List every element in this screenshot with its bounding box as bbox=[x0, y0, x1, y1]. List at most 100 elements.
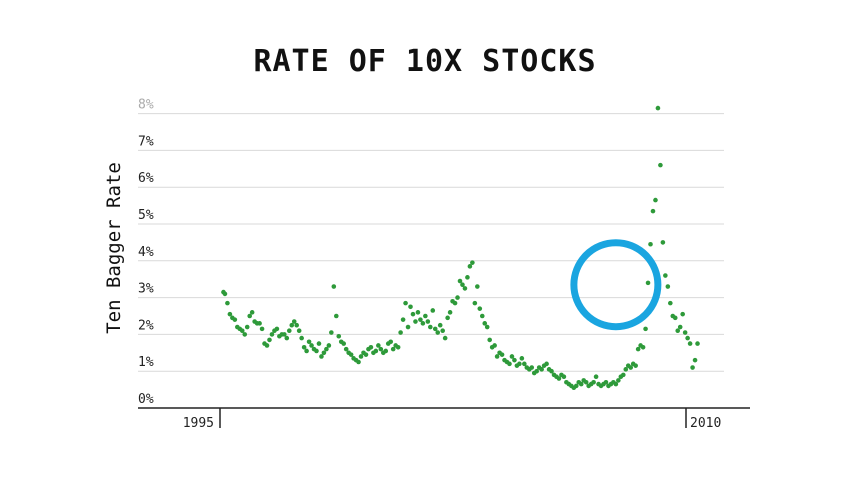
data-point bbox=[398, 330, 403, 335]
y-tick-label: 7% bbox=[138, 134, 154, 149]
data-point bbox=[289, 322, 295, 328]
data-point bbox=[623, 367, 629, 372]
data-point bbox=[331, 284, 337, 289]
data-point bbox=[383, 348, 389, 354]
data-point bbox=[296, 328, 302, 334]
data-point bbox=[492, 343, 497, 348]
data-point bbox=[430, 308, 436, 313]
data-point bbox=[573, 383, 579, 389]
data-point bbox=[653, 197, 658, 203]
data-point bbox=[316, 341, 322, 346]
data-point bbox=[534, 368, 540, 374]
data-point bbox=[645, 280, 651, 286]
data-point bbox=[267, 337, 272, 343]
data-point bbox=[462, 286, 468, 291]
data-point bbox=[432, 326, 438, 332]
data-point bbox=[675, 328, 681, 334]
y-tick-label: 0% bbox=[138, 392, 154, 407]
y-tick-label: 6% bbox=[138, 171, 154, 186]
x-tick-label: 2010 bbox=[690, 416, 721, 431]
data-point bbox=[650, 208, 656, 214]
data-point bbox=[319, 354, 324, 359]
data-point bbox=[437, 322, 443, 328]
data-point bbox=[467, 264, 473, 269]
data-point bbox=[435, 330, 441, 335]
data-point bbox=[395, 344, 401, 350]
x-tick-label: 1995 bbox=[183, 416, 214, 431]
data-point bbox=[465, 275, 470, 280]
data-point bbox=[633, 363, 638, 368]
data-point bbox=[517, 361, 522, 367]
data-point bbox=[306, 339, 312, 345]
data-point bbox=[640, 344, 646, 350]
data-point bbox=[299, 335, 304, 341]
data-point bbox=[447, 310, 453, 315]
data-point bbox=[259, 326, 265, 332]
data-point bbox=[282, 332, 287, 337]
data-point bbox=[326, 343, 332, 348]
data-point bbox=[425, 319, 431, 324]
data-point bbox=[442, 335, 448, 341]
data-point bbox=[418, 317, 423, 322]
data-point bbox=[583, 379, 589, 385]
data-point bbox=[400, 317, 406, 322]
data-point bbox=[687, 341, 693, 346]
data-point bbox=[428, 324, 433, 330]
data-point bbox=[487, 337, 492, 343]
data-point bbox=[225, 300, 230, 306]
data-point bbox=[324, 346, 329, 352]
data-point bbox=[378, 346, 384, 352]
data-point bbox=[529, 365, 535, 370]
data-point bbox=[509, 354, 515, 359]
data-point bbox=[445, 315, 450, 321]
data-point bbox=[420, 321, 426, 326]
data-point bbox=[388, 339, 394, 345]
data-point bbox=[479, 313, 485, 319]
data-point bbox=[413, 319, 418, 324]
data-point bbox=[423, 313, 428, 319]
data-point bbox=[405, 324, 411, 330]
data-point bbox=[494, 354, 500, 359]
data-point bbox=[685, 335, 690, 341]
data-point bbox=[522, 361, 527, 367]
data-point bbox=[519, 356, 525, 361]
data-point bbox=[578, 381, 584, 387]
data-point bbox=[242, 332, 248, 337]
data-point bbox=[658, 162, 663, 168]
data-point bbox=[539, 367, 544, 372]
y-tick-label: 5% bbox=[138, 208, 154, 223]
data-point bbox=[309, 343, 314, 348]
y-tick-label: 4% bbox=[138, 245, 154, 260]
data-point bbox=[343, 346, 349, 352]
data-point bbox=[274, 326, 280, 332]
data-point bbox=[348, 352, 354, 357]
data-point bbox=[663, 273, 668, 278]
data-point bbox=[247, 313, 252, 319]
data-point bbox=[482, 321, 488, 326]
data-point bbox=[239, 328, 245, 334]
data-point bbox=[415, 310, 421, 315]
data-point bbox=[544, 361, 549, 367]
data-point bbox=[291, 319, 297, 324]
data-point bbox=[301, 344, 307, 350]
data-point bbox=[257, 321, 262, 326]
data-point bbox=[227, 311, 233, 317]
y-tick-label: 3% bbox=[138, 282, 154, 297]
data-point bbox=[336, 333, 342, 339]
data-point bbox=[549, 368, 554, 374]
data-point bbox=[620, 372, 626, 378]
data-point bbox=[368, 344, 374, 350]
data-point bbox=[222, 291, 228, 297]
data-point bbox=[484, 324, 490, 330]
data-point bbox=[680, 311, 685, 317]
data-point bbox=[695, 341, 700, 346]
data-point bbox=[269, 332, 275, 337]
data-point bbox=[304, 348, 309, 354]
data-point bbox=[672, 315, 678, 321]
chart-title: RATE OF 10X STOCKS bbox=[253, 44, 597, 79]
data-point bbox=[321, 350, 327, 356]
highlight-circle bbox=[570, 239, 662, 331]
data-point bbox=[603, 379, 609, 385]
data-point bbox=[452, 300, 458, 306]
